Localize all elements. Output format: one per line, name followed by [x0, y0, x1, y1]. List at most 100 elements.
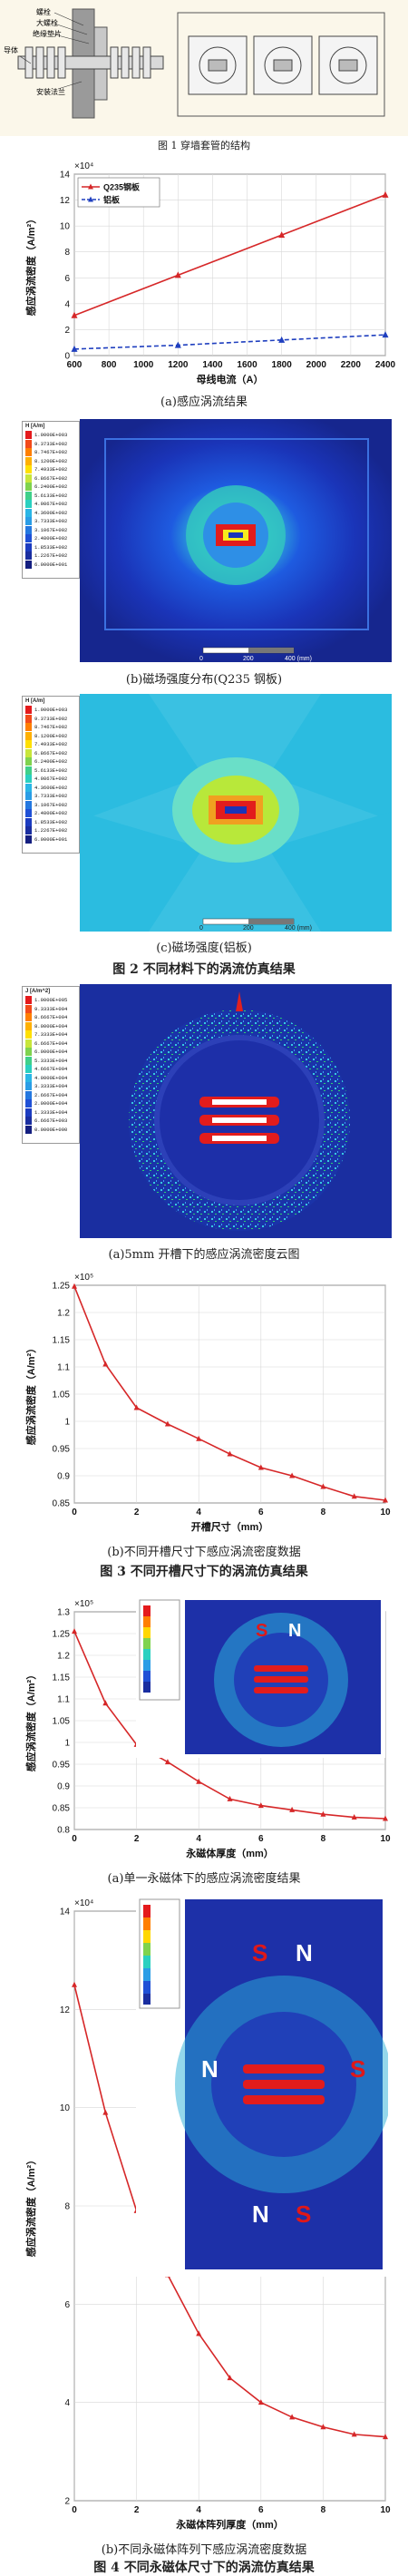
data-point	[72, 1628, 77, 1634]
legend-value: 4.0000E+004	[34, 1074, 68, 1081]
data-point	[383, 2434, 388, 2440]
legend-entry: 7.4933E+002	[23, 465, 79, 474]
fig4a-inset-svg: S N	[136, 1596, 385, 1758]
data-point	[133, 1404, 140, 1410]
y-tick-label: 0.85	[53, 1499, 71, 1509]
legend-value: 9.3333E+004	[34, 1005, 68, 1012]
y-tick-label: 6	[64, 274, 70, 284]
scale-start: 0	[199, 656, 203, 662]
legend-entry: 1.0000E+003	[23, 431, 79, 440]
legend-entry: 3.1067E+002	[23, 800, 79, 810]
x-axis-label: 开槽尺寸（mm）	[191, 1520, 269, 1533]
y-tick-label: 1.2	[57, 1309, 70, 1319]
y-tick-label: 1.25	[53, 1282, 71, 1292]
y-tick-label: 6	[64, 2300, 70, 2310]
scale-mid: 200	[243, 656, 254, 662]
legend-value: 2.4800E+002	[34, 535, 68, 542]
y-tick-label: 1.15	[53, 1336, 71, 1346]
legend-entry: 6.8667E+002	[23, 473, 79, 483]
legend-swatch	[25, 1125, 32, 1134]
label-conductor: 导体	[4, 45, 18, 54]
x-tick-label: 600	[67, 360, 83, 370]
x-tick-label: 2000	[306, 360, 327, 370]
legend-value: 8.6667E+004	[34, 1014, 68, 1021]
legend-value: 6.2400E+002	[34, 483, 68, 491]
data-point	[351, 1493, 357, 1499]
x-tick-label: 1800	[272, 360, 293, 370]
x-tick-label: 4	[196, 2505, 201, 2515]
legend-value: 4.3600E+002	[34, 784, 68, 791]
x-tick-label: 10	[380, 1508, 391, 1517]
fig2-caption: 图 2 不同材料下的涡流仿真结果	[112, 962, 296, 977]
magnet-label-top-n: N	[296, 1939, 313, 1966]
fig2c-caption: (c)磁场强度(铝板)	[156, 942, 252, 955]
legend-entry: 8.1200E+002	[23, 456, 79, 466]
y-tick-label: 1.05	[53, 1390, 71, 1400]
legend-value: 4.9867E+002	[34, 501, 68, 508]
y-tick-label: 4	[64, 2398, 70, 2408]
y-tick-label: 0.85	[53, 1804, 71, 1814]
fig2b-color-legend: H [A/m] 1.0000E+003 9.3733E+002 8.7467E+002…	[22, 421, 80, 579]
scale-bar: 0 200 400 (mm)	[199, 918, 312, 932]
x-axis-label: 永磁体厚度（mm）	[185, 1847, 274, 1859]
legend-entry: 8.7467E+002	[23, 723, 79, 732]
legend-unit: H [A/m]	[25, 698, 45, 704]
legend-entry: 3.3333E+004	[23, 1082, 79, 1091]
legend-value: 0.0000E+000	[34, 1126, 68, 1133]
data-point	[257, 1802, 264, 1809]
magnet-label-bottom-s: S	[296, 2200, 311, 2228]
legend-swatch	[25, 800, 32, 809]
data-point	[71, 311, 78, 318]
data-point	[289, 1472, 296, 1478]
legend-entry: 6.6667E+004	[23, 1039, 79, 1049]
data-point	[72, 1283, 77, 1289]
legend-entry: 4.0000E+004	[23, 1073, 79, 1083]
legend-swatch	[25, 731, 32, 740]
y-tick-label: 0.95	[53, 1445, 71, 1455]
legend-value: 3.1067E+002	[34, 801, 68, 808]
legend-value: 6.8667E+002	[34, 749, 68, 756]
legend-value: 7.3333E+004	[34, 1031, 68, 1039]
legend-swatch	[25, 1030, 32, 1039]
fig4b-inset-map: S N N S N S	[136, 1896, 393, 2277]
legend-value: 8.0000E+004	[34, 1022, 68, 1029]
scale-mid: 200	[243, 925, 254, 932]
data-point	[72, 1981, 77, 1987]
x-axis-label: 永磁体阵列厚度（mm）	[175, 2518, 284, 2531]
fig2a-chart: 600 800 1000 1200 1400 1600 1800 2000 2200 2400 0 2…	[18, 154, 399, 390]
legend-swatch	[25, 766, 32, 775]
legend-value: 6.2400E+002	[34, 758, 68, 766]
data-point	[383, 1497, 388, 1503]
x-tick-label: 8	[321, 2505, 326, 2515]
legend-value: 6.0000E+001	[34, 835, 68, 843]
y-tick-label: 10	[60, 222, 71, 232]
legend-entry: 6.0000E+001	[23, 834, 79, 844]
y-tick-label: 14	[60, 1908, 71, 1917]
y-tick-label: 1.1	[57, 1363, 70, 1373]
legend-swatch	[25, 1082, 32, 1091]
legend-unit: H [A/m]	[25, 424, 45, 429]
x-tick-label: 1400	[202, 360, 223, 370]
legend-swatch	[25, 500, 32, 509]
x-tick-label: 800	[102, 360, 117, 370]
legend-value: 3.7333E+002	[34, 518, 68, 525]
y-exponent: ×10⁵	[74, 1599, 93, 1609]
legend-swatch	[25, 473, 32, 483]
legend-entry: 6.0000E+004	[23, 1048, 79, 1057]
legend-value: 5.3333E+004	[34, 1057, 68, 1064]
data-point	[164, 1759, 170, 1765]
legend-value: 8.1200E+002	[34, 457, 68, 464]
legend-swatch	[25, 534, 32, 543]
series-line	[73, 334, 386, 350]
legend-swatch	[25, 448, 32, 457]
x-tick-label: 8	[321, 1834, 326, 1844]
legend-value: 1.3333E+004	[34, 1108, 68, 1116]
y-tick-label: 12	[60, 196, 71, 206]
legend-swatch	[25, 1039, 32, 1048]
y-tick-label: 0.9	[57, 1472, 70, 1482]
fig4b-inset-svg: S N N S N S	[136, 1896, 393, 2277]
x-tick-label: 4	[196, 1834, 201, 1844]
x-tick-label: 1200	[168, 360, 189, 370]
legend-entry: 2.0000E+004	[23, 1099, 79, 1108]
data-point	[320, 1483, 326, 1489]
